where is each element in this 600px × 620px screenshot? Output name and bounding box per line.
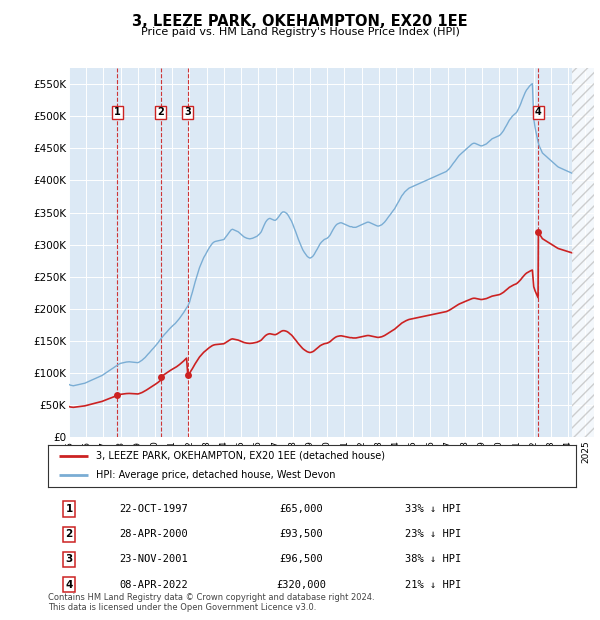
Text: £65,000: £65,000 — [280, 504, 323, 514]
Text: £93,500: £93,500 — [280, 529, 323, 539]
Text: Contains HM Land Registry data © Crown copyright and database right 2024.
This d: Contains HM Land Registry data © Crown c… — [48, 593, 374, 612]
Text: 08-APR-2022: 08-APR-2022 — [119, 580, 188, 590]
Text: 33% ↓ HPI: 33% ↓ HPI — [406, 504, 461, 514]
Text: 22-OCT-1997: 22-OCT-1997 — [119, 504, 188, 514]
Text: 4: 4 — [65, 580, 73, 590]
Text: 2: 2 — [157, 107, 164, 117]
Text: 28-APR-2000: 28-APR-2000 — [119, 529, 188, 539]
Text: 3, LEEZE PARK, OKEHAMPTON, EX20 1EE: 3, LEEZE PARK, OKEHAMPTON, EX20 1EE — [132, 14, 468, 29]
Text: 3: 3 — [184, 107, 191, 117]
Text: 3: 3 — [65, 554, 73, 564]
Text: 1: 1 — [114, 107, 121, 117]
Text: 3, LEEZE PARK, OKEHAMPTON, EX20 1EE (detached house): 3, LEEZE PARK, OKEHAMPTON, EX20 1EE (det… — [95, 451, 385, 461]
Text: HPI: Average price, detached house, West Devon: HPI: Average price, detached house, West… — [95, 471, 335, 480]
Text: 1: 1 — [65, 504, 73, 514]
Text: £320,000: £320,000 — [277, 580, 326, 590]
Text: 4: 4 — [535, 107, 542, 117]
Text: 23% ↓ HPI: 23% ↓ HPI — [406, 529, 461, 539]
Bar — [572, 68, 594, 437]
Text: 23-NOV-2001: 23-NOV-2001 — [119, 554, 188, 564]
Text: 2: 2 — [65, 529, 73, 539]
Text: 21% ↓ HPI: 21% ↓ HPI — [406, 580, 461, 590]
Text: Price paid vs. HM Land Registry's House Price Index (HPI): Price paid vs. HM Land Registry's House … — [140, 27, 460, 37]
Text: 38% ↓ HPI: 38% ↓ HPI — [406, 554, 461, 564]
Text: £96,500: £96,500 — [280, 554, 323, 564]
